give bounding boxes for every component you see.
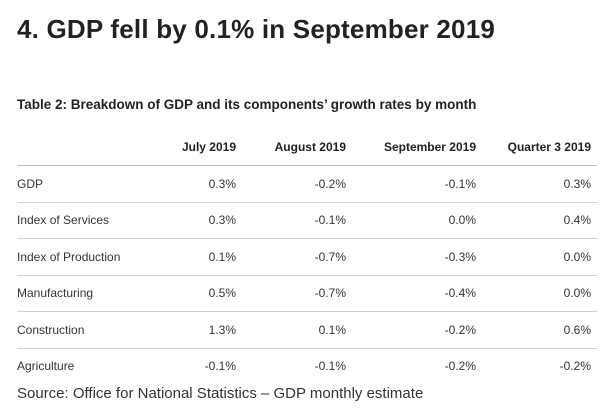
table-cell: -0.3% (352, 238, 482, 276)
table-row: Index of Services 0.3% -0.1% 0.0% 0.4% (17, 202, 597, 239)
table-cell: 0.3% (482, 165, 597, 203)
gdp-breakdown-table: July 2019 August 2019 September 2019 Qua… (17, 128, 597, 384)
table-cell: 0.0% (482, 238, 597, 276)
column-header (17, 128, 167, 166)
table-cell: 0.0% (352, 202, 482, 239)
column-header: September 2019 (352, 128, 482, 166)
row-label: GDP (17, 165, 167, 203)
table-row: Agriculture -0.1% -0.1% -0.2% -0.2% (17, 348, 597, 384)
table-cell: 1.3% (167, 311, 242, 349)
table-cell: 0.6% (482, 311, 597, 349)
row-label: Index of Production (17, 238, 167, 276)
table-cell: -0.1% (242, 202, 352, 239)
table-row: Index of Production 0.1% -0.7% -0.3% 0.0… (17, 238, 597, 276)
table-cell: 0.0% (482, 275, 597, 312)
row-label: Agriculture (17, 359, 75, 374)
table-cell: -0.2% (559, 359, 591, 374)
source-note: Source: Office for National Statistics –… (17, 385, 424, 402)
table-cell: -0.1% (314, 359, 346, 374)
table-cell: 0.4% (482, 202, 597, 239)
table-cell: 0.1% (242, 311, 352, 349)
table-cell: -0.2% (444, 359, 476, 374)
table-cell: -0.7% (242, 275, 352, 312)
table-cell: -0.7% (242, 238, 352, 276)
table-cell: -0.2% (242, 165, 352, 203)
table-cell: -0.2% (352, 311, 482, 349)
column-header: Quarter 3 2019 (482, 128, 597, 166)
table-row: Manufacturing 0.5% -0.7% -0.4% 0.0% (17, 275, 597, 312)
table-cell: -0.1% (352, 165, 482, 203)
table-cell: 0.3% (167, 202, 242, 239)
row-label: Index of Services (17, 202, 167, 239)
row-label: Manufacturing (17, 275, 167, 312)
table-caption: Table 2: Breakdown of GDP and its compon… (17, 97, 477, 112)
table-header-row: July 2019 August 2019 September 2019 Qua… (17, 128, 597, 166)
table-cell: 0.1% (167, 238, 242, 276)
section-heading: 4. GDP fell by 0.1% in September 2019 (17, 14, 496, 44)
table-row: Construction 1.3% 0.1% -0.2% 0.6% (17, 311, 597, 349)
table-cell: -0.1% (204, 359, 236, 374)
table-row: GDP 0.3% -0.2% -0.1% 0.3% (17, 165, 597, 203)
table-cell: 0.5% (167, 275, 242, 312)
table-cell: 0.3% (167, 165, 242, 203)
column-header: July 2019 (167, 128, 242, 166)
table-cell: -0.4% (352, 275, 482, 312)
row-label: Construction (17, 311, 167, 349)
column-header: August 2019 (242, 128, 352, 166)
